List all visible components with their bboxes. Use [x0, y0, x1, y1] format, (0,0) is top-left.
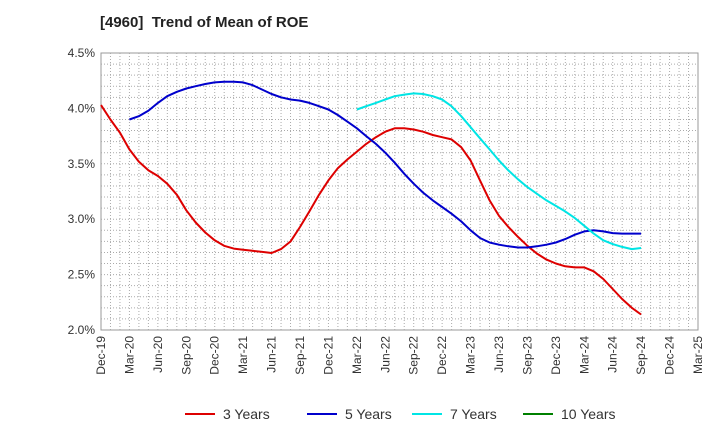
y-tick-label: 3.5% [68, 157, 96, 171]
x-tick-label: Jun-23 [492, 336, 506, 373]
y-tick-label: 2.5% [68, 268, 96, 282]
x-tick-label: Jun-21 [265, 336, 279, 373]
axis-labels: 2.0% 2.5% 3.0% 3.5% 4.0% 4.5% Dec-19 Mar-20 Jun-… [68, 46, 705, 375]
x-tick-label: Dec-23 [549, 336, 563, 375]
y-tick-label: 4.0% [68, 101, 96, 115]
legend-label: 10 Years [561, 406, 616, 422]
legend-label: 5 Years [345, 406, 392, 422]
x-tick-label: Mar-25 [691, 336, 705, 374]
legend-label: 7 Years [450, 406, 497, 422]
y-tick-label: 2.0% [68, 323, 96, 337]
x-tick-label: Dec-19 [94, 336, 108, 375]
x-tick-label: Jun-20 [151, 336, 165, 373]
x-tick-label: Mar-24 [577, 336, 591, 374]
x-tick-label: Dec-21 [321, 336, 335, 375]
chart-title: [4960] Trend of Mean of ROE [100, 14, 309, 31]
x-tick-label: Dec-20 [208, 336, 222, 375]
x-tick-label: Jun-24 [606, 336, 620, 373]
x-tick-label: Sep-20 [179, 336, 193, 375]
x-tick-label: Dec-22 [435, 336, 449, 375]
x-tick-label: Mar-21 [236, 336, 250, 374]
x-tick-label: Dec-24 [663, 336, 677, 375]
series-line-7-years [356, 92, 642, 251]
x-tick-label: Sep-21 [293, 336, 307, 375]
series-line-5-years [129, 80, 642, 249]
series-lines [100, 80, 642, 316]
y-tick-label: 4.5% [68, 46, 96, 60]
plot-area [100, 52, 699, 331]
legend-label: 3 Years [223, 406, 270, 422]
x-tick-label: Mar-22 [350, 336, 364, 374]
x-tick-label: Sep-23 [520, 336, 534, 375]
x-tick-label: Sep-24 [634, 336, 648, 375]
legend: 3 Years 5 Years 7 Years 10 Years [185, 406, 616, 422]
x-tick-label: Jun-22 [378, 336, 392, 373]
x-tick-label: Mar-23 [464, 336, 478, 374]
grid-lines [101, 53, 698, 330]
x-tick-label: Sep-22 [407, 336, 421, 375]
y-tick-label: 3.0% [68, 212, 96, 226]
x-tick-label: Mar-20 [122, 336, 136, 374]
